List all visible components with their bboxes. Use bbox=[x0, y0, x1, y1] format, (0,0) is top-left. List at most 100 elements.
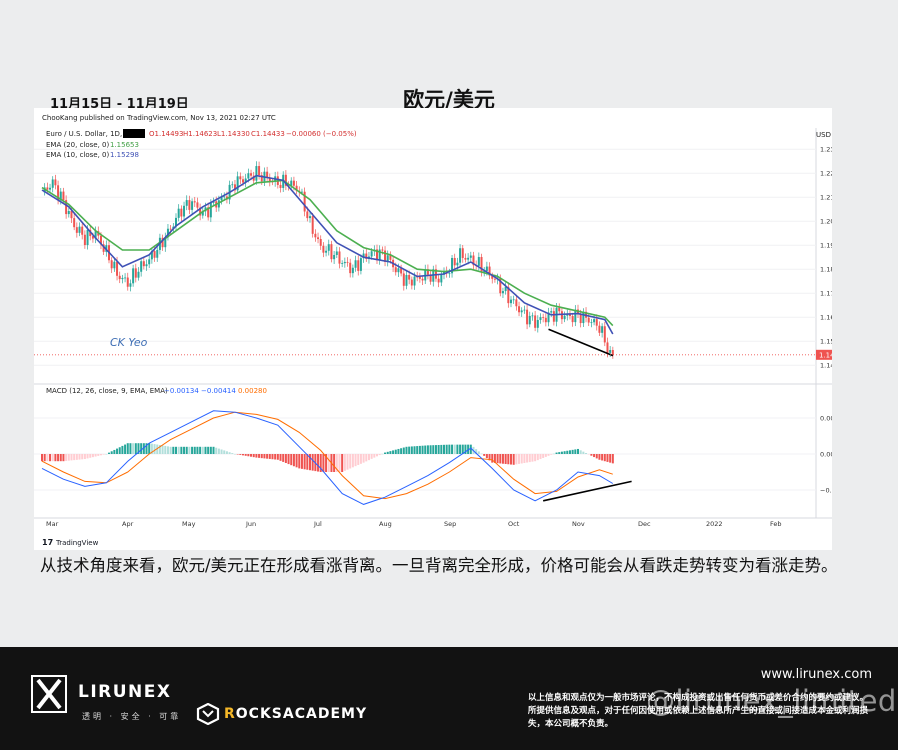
macd-histogram-bar bbox=[434, 445, 437, 454]
candle-down bbox=[303, 191, 306, 212]
ohlc-close: C1.14433 bbox=[251, 130, 285, 138]
candle-down bbox=[402, 273, 405, 286]
macd-histogram-bar bbox=[228, 452, 231, 454]
rocks-academy-logo-icon bbox=[196, 703, 220, 725]
macd-histogram-bar bbox=[477, 451, 480, 454]
eurusd-chart[interactable]: ChooKang published on TradingView.com, N… bbox=[34, 108, 832, 550]
price-tick-label: 1.20000 bbox=[820, 218, 832, 226]
macd-line bbox=[41, 410, 614, 505]
macd-histogram-bar bbox=[309, 454, 311, 471]
candle-up bbox=[137, 271, 140, 278]
candle-down bbox=[284, 174, 287, 186]
macd-histogram-bar bbox=[593, 454, 596, 458]
candle-up bbox=[536, 319, 539, 328]
price-tick-label: 1.22000 bbox=[820, 170, 832, 178]
macd-histogram-bar bbox=[199, 446, 202, 454]
candle-up bbox=[485, 266, 488, 271]
candle-up bbox=[49, 187, 52, 190]
macd-histogram-bar bbox=[148, 443, 151, 454]
macd-histogram-bar bbox=[400, 448, 403, 454]
candle-up bbox=[386, 255, 389, 262]
candle-up bbox=[290, 180, 293, 187]
macd-histogram-bar bbox=[609, 454, 612, 463]
candle-up bbox=[413, 276, 416, 286]
macd-histogram-bar bbox=[542, 454, 545, 458]
macd-value-1: −0.00134 bbox=[164, 387, 199, 395]
macd-histogram-bar bbox=[46, 454, 49, 462]
macd-histogram-bar bbox=[405, 446, 408, 454]
macd-histogram-bar bbox=[306, 454, 309, 470]
macd-histogram-bar bbox=[333, 454, 336, 472]
macd-histogram-bar bbox=[43, 454, 46, 462]
candle-up bbox=[448, 273, 451, 275]
macd-histogram-bar bbox=[188, 446, 191, 454]
ema20-label: EMA (20, close, 0) bbox=[46, 141, 109, 149]
candle-up bbox=[209, 202, 212, 218]
macd-histogram-bar bbox=[145, 443, 148, 454]
macd-histogram-bar bbox=[319, 454, 322, 472]
price-tick-label: 1.15000 bbox=[820, 338, 832, 346]
candle-down bbox=[571, 316, 574, 323]
macd-histogram-bar bbox=[191, 446, 194, 454]
candle-down bbox=[134, 268, 137, 278]
macd-histogram-bar bbox=[354, 454, 357, 467]
candle-down bbox=[338, 251, 341, 264]
candle-up bbox=[609, 350, 612, 353]
macd-histogram-bar bbox=[233, 454, 236, 455]
macd-histogram-bar bbox=[142, 443, 145, 454]
macd-histogram-bar bbox=[488, 454, 491, 461]
disclaimer-text: 以上信息和观点仅为一般市场评论，不构成投资或出售任何货币或差价合约的要约或建议。… bbox=[528, 693, 869, 729]
website-link[interactable]: www.lirunex.com bbox=[760, 667, 872, 682]
candle-up bbox=[362, 253, 365, 259]
macd-histogram-bar bbox=[105, 454, 108, 455]
candle-down bbox=[306, 211, 309, 219]
currency-label: USD bbox=[816, 131, 831, 139]
macd-histogram-bar bbox=[507, 454, 510, 465]
candle-down bbox=[233, 184, 236, 191]
macd-histogram-bar bbox=[212, 446, 215, 454]
candle-down bbox=[62, 191, 65, 201]
macd-histogram-bar bbox=[99, 454, 102, 456]
macd-histogram-bar bbox=[598, 454, 601, 460]
candle-up bbox=[177, 208, 180, 218]
macd-histogram-bar bbox=[510, 454, 512, 465]
candle-up bbox=[124, 277, 127, 279]
macd-histogram-bar bbox=[367, 454, 370, 461]
macd-histogram-bar bbox=[582, 451, 585, 454]
macd-histogram-bar bbox=[102, 454, 105, 455]
macd-histogram-bar bbox=[469, 444, 472, 454]
macd-histogram-bar bbox=[325, 454, 328, 472]
macd-histogram-bar bbox=[83, 454, 86, 460]
macd-histogram-bar bbox=[515, 454, 518, 465]
candle-down bbox=[250, 173, 253, 176]
macd-histogram-bar bbox=[126, 443, 129, 454]
candle-down bbox=[389, 255, 392, 260]
candle-up bbox=[244, 178, 247, 183]
candle-up bbox=[378, 249, 381, 261]
candle-down bbox=[515, 299, 518, 307]
macd-histogram-bar bbox=[362, 454, 365, 463]
candle-up bbox=[191, 201, 194, 210]
candle-down bbox=[464, 257, 467, 260]
macd-histogram-bar bbox=[357, 454, 360, 465]
x-tick-label: Feb bbox=[770, 520, 782, 528]
macd-histogram-bar bbox=[528, 454, 531, 463]
macd-histogram-bar bbox=[384, 452, 387, 454]
candle-up bbox=[512, 299, 515, 301]
macd-histogram-bar bbox=[568, 450, 571, 454]
macd-histogram-bar bbox=[544, 454, 547, 457]
candle-down bbox=[193, 201, 196, 203]
tradingview-label: TradingView bbox=[55, 539, 99, 547]
candle-down bbox=[534, 315, 537, 328]
candle-up bbox=[51, 179, 54, 188]
macd-histogram-bar bbox=[483, 454, 486, 456]
macd-histogram-bar bbox=[493, 454, 496, 463]
macd-histogram-bar bbox=[193, 446, 196, 454]
candle-down bbox=[207, 207, 210, 218]
candle-up bbox=[212, 201, 215, 203]
macd-tick-label: −0.00500 bbox=[820, 487, 832, 495]
candle-down bbox=[542, 317, 545, 318]
candle-down bbox=[102, 244, 105, 252]
tradingview-logo: 17 TradingView bbox=[42, 538, 99, 547]
macd-signal-line bbox=[41, 411, 613, 500]
